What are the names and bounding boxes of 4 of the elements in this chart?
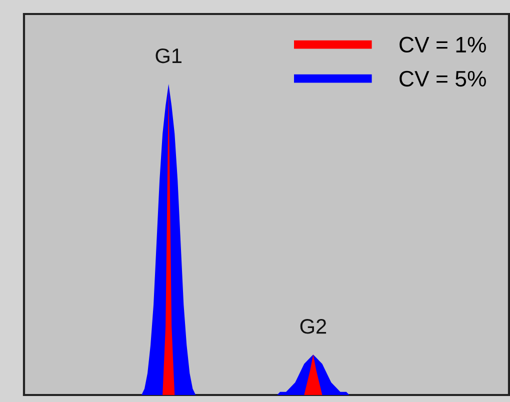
annotation: G2: [300, 319, 326, 334]
text: G1: [156, 48, 182, 64]
legend-label: CV = 5%: [400, 70, 486, 87]
legend-label: CV = 1%: [400, 36, 486, 53]
